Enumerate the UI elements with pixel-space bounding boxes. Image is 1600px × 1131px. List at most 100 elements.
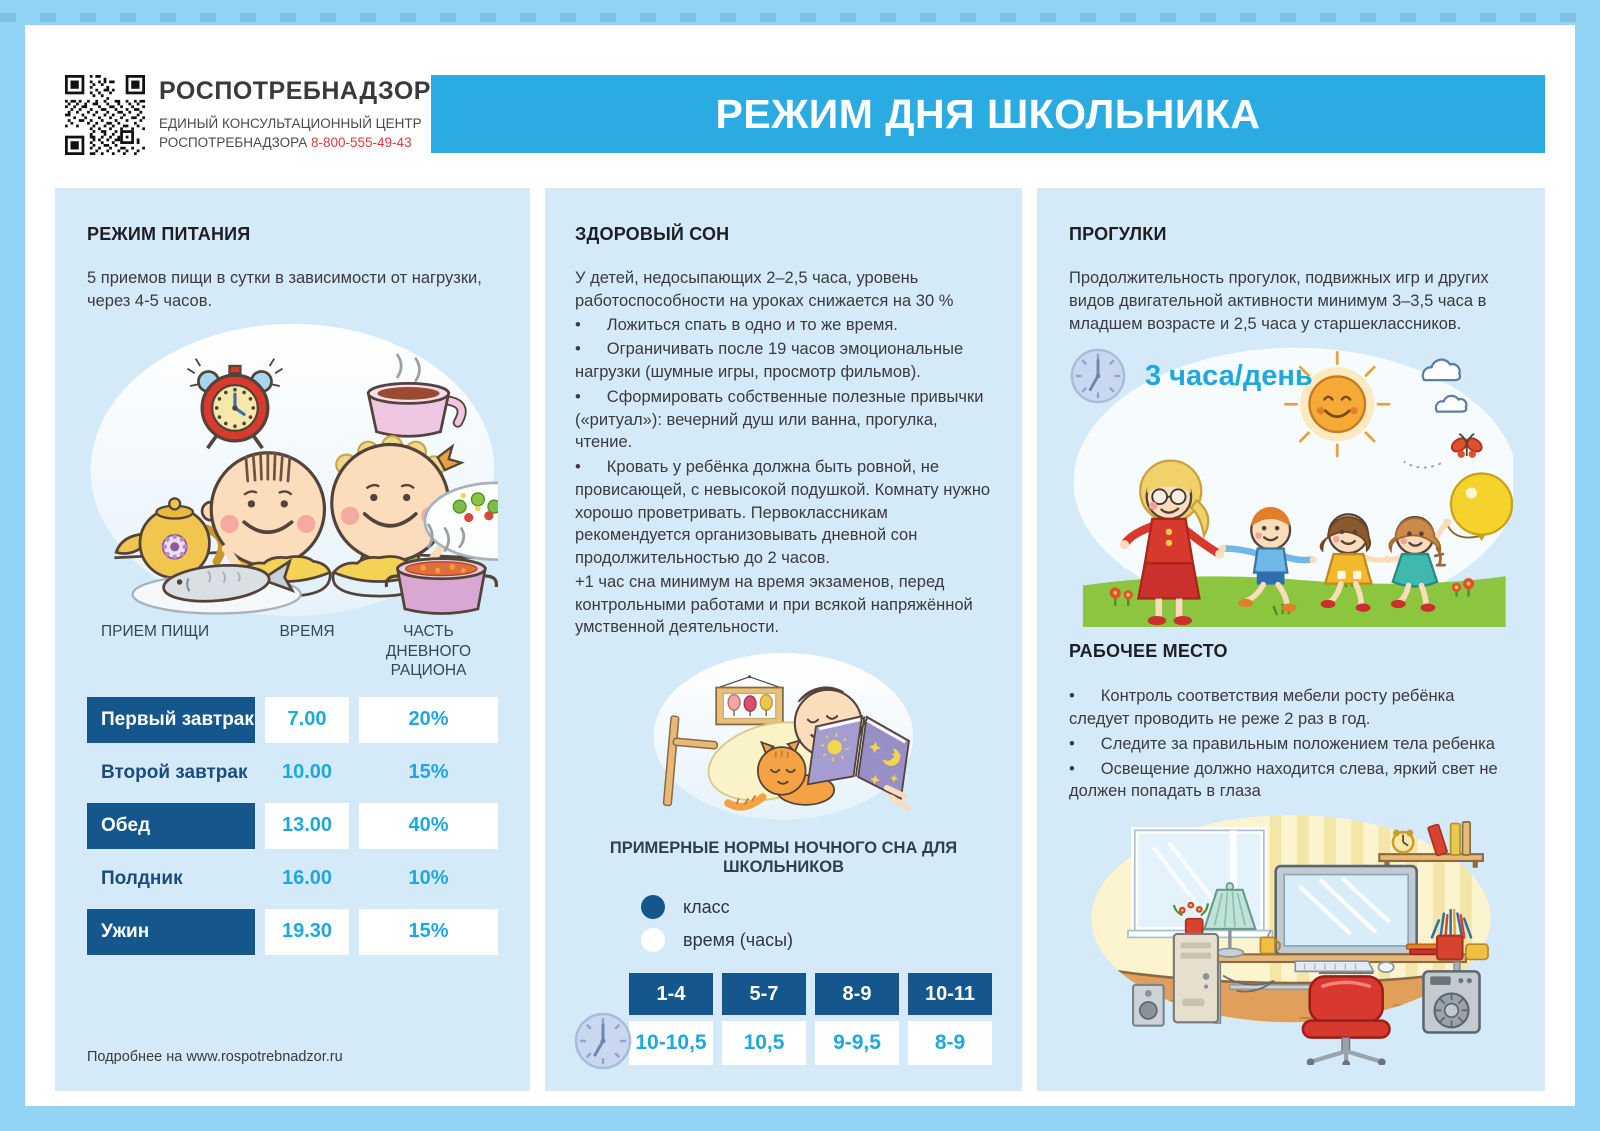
table-header-meal: ПРИЕМ ПИЩИ [101,623,210,641]
workspace-illustration [1091,815,1491,1065]
walk-illustration [1073,348,1513,628]
nutrition-intro: 5 приемов пищи в сутки в зависимости от … [87,269,482,310]
girl-balloon-figure [1386,516,1452,613]
nutrition-footer: Подробнее на www.rospotrebnadzor.ru [87,1049,343,1065]
grade-cell: 5-7 [722,973,806,1015]
tea-cup [366,353,467,438]
meal-time: 13.00 [265,802,349,849]
walks-panel: ПРОГУЛКИ Продолжительность прогулок, под… [1037,188,1545,1091]
workplace-bullet: Контроль соответствия мебели росту ребён… [1069,685,1513,731]
brand-block: РОСПОТРЕБНАДЗОР ЕДИНЫЙ КОНСУЛЬТАЦИОННЫЙ … [65,75,430,155]
small-speaker [1131,984,1165,1027]
table-header-time: ВРЕМЯ [279,623,335,641]
mug [1259,930,1282,955]
cloud [1421,358,1468,414]
org-subtitle: ЕДИНЫЙ КОНСУЛЬТАЦИОННЫЙ ЦЕНТР РОСПОТРЕБН… [159,115,431,153]
shelf-alarm-clock [1391,829,1415,854]
sun [1284,351,1391,458]
meal-name: Обед [87,802,255,849]
girl-figure [1319,513,1391,613]
table-row: Обед 13.00 40% [87,802,498,849]
norms-legend: класс время (часы) [641,895,992,961]
meal-time: 19.30 [265,908,349,955]
meal-name: Полдник [101,867,183,889]
legend-hours-label: время (часы) [683,929,794,950]
title-banner: РЕЖИМ ДНЯ ШКОЛЬНИКА [431,75,1545,153]
header: РОСПОТРЕБНАДЗОР ЕДИНЫЙ КОНСУЛЬТАЦИОННЫЙ … [25,25,1575,155]
boy-figure [1218,507,1317,613]
org-subtitle-line2: РОСПОТРЕБНАДЗОРА [159,134,308,150]
meal-name: Первый завтрак [87,696,255,743]
meal-time: 10.00 [281,761,333,784]
qr-code-icon [65,75,145,155]
sleep-heading: ЗДОРОВЫЙ СОН [575,224,730,244]
meal-share: 20% [359,696,498,743]
boy-legs [883,785,911,811]
nutrition-heading: РЕЖИМ ПИТАНИЯ [87,224,251,244]
norms-table-wrap: 1-4 5-7 8-9 10-11 10-10,5 10,5 9-9,5 8-9 [574,973,992,1070]
workplace-heading: РАБОЧЕЕ МЕСТО [1069,641,1228,662]
org-name: РОСПОТРЕБНАДЗОР [159,77,431,105]
alarm-clock-icon [186,357,283,449]
salad-bowl [423,481,498,561]
norms-title: ПРИМЕРНЫЕ НОРМЫ НОЧНОГО СНА ДЛЯ ШКОЛЬНИК… [609,839,958,876]
meal-share: 15% [408,761,449,784]
table-header-share: ЧАСТЬ ДНЕВНОГО РАЦИОНА [385,623,472,680]
walks-heading: ПРОГУЛКИ [1069,224,1167,244]
picture-frame [715,675,784,726]
monitor [1274,865,1418,975]
frame-tick-marks [0,13,1600,22]
soup-pot [384,523,498,615]
woman-figure [1119,459,1225,626]
mouse [1377,961,1395,974]
meal-share: 10% [408,867,449,890]
poster-inner: РОСПОТРЕБНАДЗОР ЕДИНЫЙ КОНСУЛЬТАЦИОННЫЙ … [25,25,1575,1106]
hours-cell: 10-10,5 [629,1021,713,1065]
grade-cell: 8-9 [815,973,899,1015]
meal-name: Второй завтрак [101,761,248,783]
clock-icon [574,1012,632,1070]
butterfly [1403,433,1483,469]
legend-grade: класс [641,895,992,919]
walks-intro: Продолжительность прогулок, подвижных иг… [1069,269,1489,333]
sleep-note: +1 час сна минимум на время экзаменов, п… [575,572,973,637]
phone-number: 8-800-555-49-43 [311,134,412,150]
keyboard [1294,960,1375,973]
org-subtitle-line1: ЕДИНЫЙ КОНСУЛЬТАЦИОННЫЙ ЦЕНТР [159,116,422,131]
grade-dot-icon [641,895,665,919]
nutrition-panel: РЕЖИМ ПИТАНИЯ 5 приемов пищи в сутки в з… [55,188,530,1091]
subwoofer-speaker [1422,970,1481,1035]
walk-illustration-block: 3 часа/день [1069,345,1513,628]
sleep-bullet: Кровать у ребёнка должна быть ровной, не… [575,456,992,570]
sleep-bullet: Ограничивать после 19 часов эмоциональны… [575,338,992,384]
legend-hours: время (часы) [641,928,992,952]
workplace-bullet: Следите за правильным положением тела ре… [1069,733,1513,756]
workplace-bullet: Освещение должно находится слева, яркий … [1069,758,1513,804]
page-title: РЕЖИМ ДНЯ ШКОЛЬНИКА [715,90,1261,137]
fish-plate [131,557,302,615]
sleep-intro: У детей, недосыпающих 2–2,5 часа, уровен… [575,269,954,310]
clock-icon [1070,348,1126,404]
sleep-bullet: Ложиться спать в одно и то же время. [575,314,992,337]
nutrition-table-header: ПРИЕМ ПИЩИ ВРЕМЯ ЧАСТЬ ДНЕВНОГО РАЦИОНА [87,622,498,680]
legend-grade-label: класс [683,896,730,917]
meal-name: Ужин [87,908,255,955]
sleep-illustration [653,653,914,821]
computer-tower [1172,901,1220,1024]
table-row: Второй завтрак 10.00 15% [87,750,498,796]
meals-illustration [90,323,498,616]
table-row: Полдник 16.00 10% [87,856,498,902]
wall-shelf [1378,821,1484,868]
duration-badge: 3 часа/день [1069,347,1313,405]
teapot [114,496,227,579]
sleep-bullet: Сформировать собственные полезные привыч… [575,386,992,454]
norms-table: 1-4 5-7 8-9 10-11 10-10,5 10,5 9-9,5 8-9 [629,973,992,1065]
desk-lamp [1202,882,1257,959]
sleep-panel: ЗДОРОВЫЙ СОН У детей, недосыпающих 2–2,5… [545,188,1022,1091]
meal-time: 16.00 [281,867,333,890]
balloon [1445,472,1513,542]
meal-share: 15% [359,908,498,955]
pencil-cup [1430,909,1489,961]
duration-text: 3 часа/день [1145,359,1313,392]
hours-cell: 8-9 [908,1021,992,1065]
